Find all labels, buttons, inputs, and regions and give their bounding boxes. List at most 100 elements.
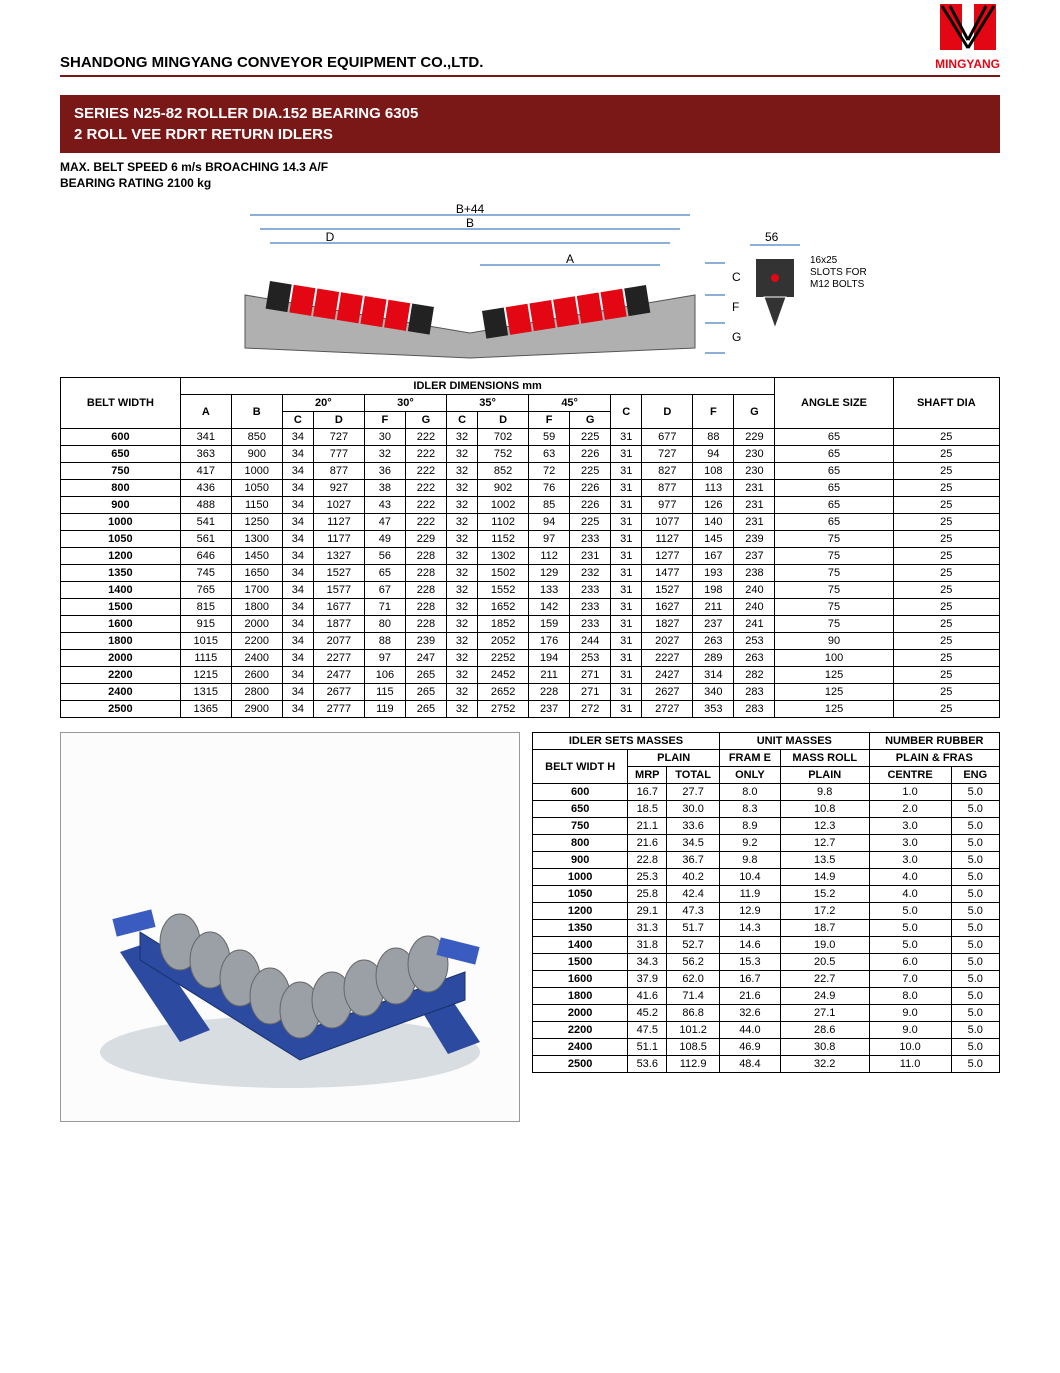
table-cell: 222: [405, 429, 446, 446]
table-cell: 1350: [61, 565, 181, 582]
table-cell: 5.0: [951, 988, 999, 1005]
table-cell: 129: [529, 565, 570, 582]
table-cell: 800: [61, 480, 181, 497]
table-cell: 8.9: [720, 818, 781, 835]
table-cell: 900: [231, 446, 282, 463]
table-cell: 67: [364, 582, 405, 599]
table-cell: 600: [61, 429, 181, 446]
table-cell: 2200: [533, 1022, 628, 1039]
diagram-bolt-size: M12 BOLTS: [810, 279, 865, 290]
th-idler-dimensions: IDLER DIMENSIONS mm: [180, 378, 775, 395]
table-cell: 240: [734, 582, 775, 599]
table-cell: 25: [893, 531, 999, 548]
table-cell: 167: [693, 548, 734, 565]
table-cell: 1365: [180, 701, 231, 718]
table-row: 65018.530.08.310.82.05.0: [533, 801, 1000, 818]
table-cell: 15.3: [720, 954, 781, 971]
table-cell: 1852: [478, 616, 529, 633]
table-cell: 225: [570, 429, 611, 446]
table-cell: 745: [180, 565, 231, 582]
table-cell: 5.0: [951, 1056, 999, 1073]
product-render: [60, 732, 520, 1122]
table-cell: 488: [180, 497, 231, 514]
table-row: 6503639003477732222327526322631727942306…: [61, 446, 1000, 463]
table-cell: 88: [364, 633, 405, 650]
table-cell: 5.0: [869, 903, 951, 920]
th-30-f: F: [364, 412, 405, 429]
table-cell: 1400: [533, 937, 628, 954]
table-cell: 283: [734, 684, 775, 701]
table-cell: 353: [693, 701, 734, 718]
table-row: 7504171000348773622232852722253182710823…: [61, 463, 1000, 480]
table-cell: 2000: [61, 650, 181, 667]
table-cell: 25: [893, 514, 999, 531]
table-cell: 2777: [313, 701, 364, 718]
table-cell: 30.8: [780, 1039, 869, 1056]
th-m-plaincol: PLAIN: [780, 767, 869, 784]
table-cell: 31: [611, 497, 642, 514]
table-cell: 1350: [533, 920, 628, 937]
table-cell: 4.0: [869, 869, 951, 886]
diagram-slot-for: SLOTS FOR: [810, 267, 867, 278]
table-cell: 233: [570, 531, 611, 548]
th-m-frame: FRAM E: [720, 750, 781, 767]
table-cell: 14.3: [720, 920, 781, 937]
table-cell: 18.7: [780, 920, 869, 937]
table-cell: 6.0: [869, 954, 951, 971]
table-cell: 600: [533, 784, 628, 801]
th-m-massroll: MASS ROLL: [780, 750, 869, 767]
table-cell: 877: [642, 480, 693, 497]
page-header: SHANDONG MINGYANG CONVEYOR EQUIPMENT CO.…: [60, 40, 1000, 77]
table-cell: 977: [642, 497, 693, 514]
table-cell: 25: [893, 616, 999, 633]
table-cell: 1300: [231, 531, 282, 548]
table-cell: 283: [734, 701, 775, 718]
table-cell: 237: [529, 701, 570, 718]
th-b: B: [231, 395, 282, 429]
table-row: 120029.147.312.917.25.05.0: [533, 903, 1000, 920]
table-cell: 90: [775, 633, 893, 650]
table-cell: 263: [693, 633, 734, 650]
th-m-plainfras: PLAIN & FRAS: [869, 750, 999, 767]
table-row: 1400765170034157767228321552133233311527…: [61, 582, 1000, 599]
table-cell: 915: [180, 616, 231, 633]
table-cell: 21.6: [628, 835, 667, 852]
table-cell: 3.0: [869, 835, 951, 852]
table-cell: 34: [282, 531, 313, 548]
table-cell: 28.6: [780, 1022, 869, 1039]
table-cell: 1.0: [869, 784, 951, 801]
specs-line-2: BEARING RATING 2100 kg: [60, 175, 1000, 191]
table-cell: 1800: [61, 633, 181, 650]
table-cell: 1150: [231, 497, 282, 514]
table-cell: 19.0: [780, 937, 869, 954]
th-a: A: [180, 395, 231, 429]
table-cell: 31: [611, 548, 642, 565]
th-45deg: 45°: [529, 395, 611, 412]
table-cell: 1527: [313, 565, 364, 582]
idler-dimensions-table: BELT WIDTH IDLER DIMENSIONS mm ANGLE SIZ…: [60, 377, 1000, 718]
table-cell: 2000: [231, 616, 282, 633]
table-cell: 231: [570, 548, 611, 565]
table-cell: 228: [529, 684, 570, 701]
table-cell: 10.8: [780, 801, 869, 818]
table-cell: 32.2: [780, 1056, 869, 1073]
table-cell: 2452: [478, 667, 529, 684]
table-cell: 2277: [313, 650, 364, 667]
table-cell: 25: [893, 650, 999, 667]
table-cell: 31: [611, 633, 642, 650]
table-cell: 47.3: [667, 903, 720, 920]
table-cell: 272: [570, 701, 611, 718]
table-row: 1500815180034167771228321652142233311627…: [61, 599, 1000, 616]
table-cell: 1115: [180, 650, 231, 667]
table-cell: 42.4: [667, 886, 720, 903]
table-cell: 233: [570, 582, 611, 599]
table-cell: 5.0: [951, 1039, 999, 1056]
table-cell: 1200: [533, 903, 628, 920]
th-m-plain: PLAIN: [628, 750, 720, 767]
table-cell: 228: [405, 548, 446, 565]
table-cell: 228: [405, 616, 446, 633]
table-cell: 1027: [313, 497, 364, 514]
table-cell: 33.6: [667, 818, 720, 835]
table-cell: 226: [570, 446, 611, 463]
table-row: 105025.842.411.915.24.05.0: [533, 886, 1000, 903]
